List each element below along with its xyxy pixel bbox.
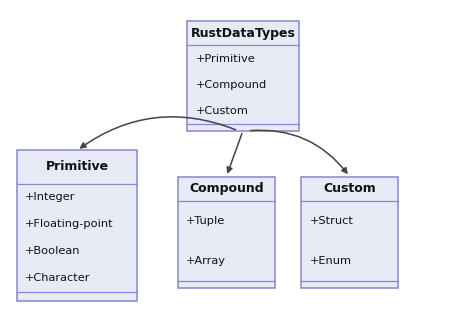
Text: +Tuple: +Tuple — [186, 216, 226, 226]
Text: +Primitive: +Primitive — [196, 54, 255, 63]
Text: +Struct: +Struct — [310, 216, 354, 226]
Text: +Custom: +Custom — [196, 106, 249, 116]
Text: Primitive: Primitive — [46, 161, 109, 173]
Text: +Boolean: +Boolean — [25, 246, 81, 256]
Bar — [187, 21, 299, 131]
Text: Compound: Compound — [189, 182, 264, 195]
Bar — [17, 150, 137, 301]
Text: +Floating-point: +Floating-point — [25, 219, 114, 229]
Bar — [178, 177, 275, 288]
Text: +Enum: +Enum — [310, 256, 352, 266]
Text: +Compound: +Compound — [196, 80, 267, 90]
Bar — [301, 177, 398, 288]
Text: RustDataTypes: RustDataTypes — [191, 27, 295, 40]
Text: +Character: +Character — [25, 273, 91, 283]
Text: +Array: +Array — [186, 256, 226, 266]
Text: +Integer: +Integer — [25, 192, 76, 202]
Text: Custom: Custom — [323, 182, 376, 195]
